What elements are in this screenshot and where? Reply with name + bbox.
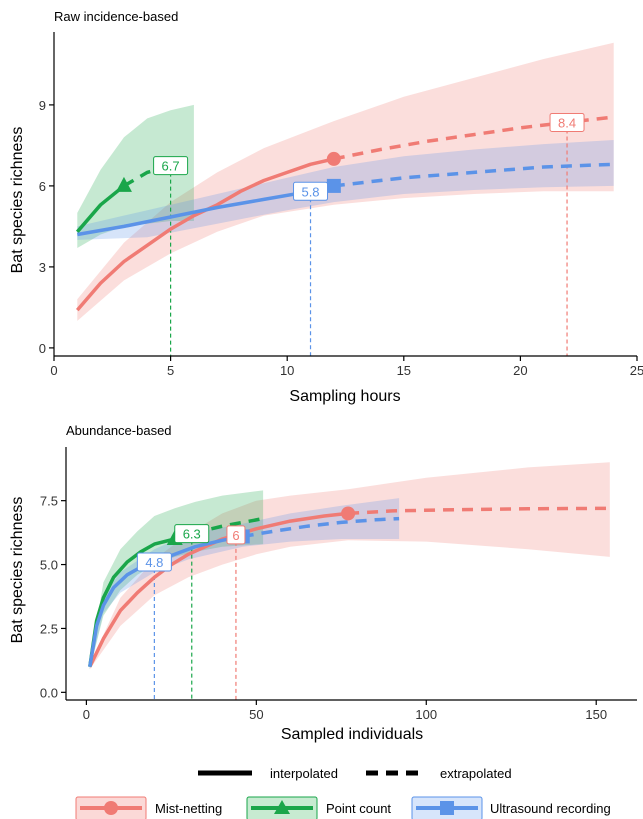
y-tick-label: 7.5 [40,494,58,509]
value-label-point-count: 6.3 [183,527,201,542]
x-axis-label: Sampled individuals [281,726,423,743]
observed-point-mist-netting [326,151,341,166]
y-tick-label: 2.5 [40,621,58,636]
y-tick-label: 0.0 [40,685,58,700]
observed-point-ultrasound-recording [326,178,341,193]
value-label-box-point-count [174,524,210,544]
y-axis-label: Bat species richness [9,127,26,274]
y-tick-label: 3 [39,260,46,275]
ci-band-point-count [89,490,264,670]
x-tick-label: 25 [630,363,643,378]
legend-label-point-count: Point count [326,801,391,816]
value-label-box-mist-netting [226,525,246,545]
observed-point-point-count [115,176,132,192]
legend-label-mist-netting: Mist-netting [155,801,222,816]
ci-band-point-count [77,104,194,249]
x-tick-label: 0 [83,707,90,722]
value-label-box-ultrasound-recording [136,552,172,572]
value-label-point-count: 6.7 [162,159,180,174]
ci-band-ultrasound-recording [77,140,614,240]
interpolated-line-point-count [75,184,126,233]
x-tick-label: 15 [397,363,411,378]
x-tick-label: 50 [249,707,263,722]
y-tick-label: 5.0 [40,558,58,573]
x-tick-label: 150 [585,707,607,722]
value-label-mist-netting: 8.4 [558,115,576,130]
ci-band-mist-netting [77,42,614,321]
x-tick-label: 100 [415,707,437,722]
value-label-ultrasound-recording: 4.8 [145,555,163,570]
value-label-box-point-count [153,156,189,176]
x-axis-label: Sampling hours [289,388,400,405]
legend-triangle-marker [274,800,290,814]
ci-band-mist-netting [89,462,610,670]
legend: interpolated extrapolated Mist-netting P… [75,766,611,819]
extrapolated-line-ultrasound-recording [333,162,614,188]
legend-square-marker [440,801,454,815]
y-axis-label: Bat species richness [9,497,26,644]
value-label-ultrasound-recording: 5.8 [301,184,319,199]
x-tick-label: 0 [50,363,57,378]
x-tick-label: 5 [167,363,174,378]
legend-interpolated-label: interpolated [270,766,338,781]
interpolated-line-mist-netting [88,511,349,668]
legend-circle-marker [104,801,118,815]
y-tick-label: 0 [39,341,46,356]
legend-extrapolated-label: extrapolated [440,766,512,781]
legend-label-ultrasound-recording: Ultrasound recording [490,801,611,816]
y-tick-label: 6 [39,179,46,194]
x-tick-label: 10 [280,363,294,378]
panel-title: Abundance-based [66,423,172,438]
extrapolated-line-mist-netting [348,506,610,516]
x-tick-label: 20 [513,363,527,378]
panel-raw-incidence: Raw incidence-based Sampling hours Bat s… [9,9,643,405]
value-label-box-mist-netting [549,112,585,132]
extrapolated-line-point-count [174,516,264,541]
extrapolated-line-ultrasound-recording [242,516,400,539]
value-label-box-ultrasound-recording [293,181,329,201]
observed-point-mist-netting [341,506,356,521]
y-tick-label: 9 [39,98,46,113]
panel-abundance: Abundance-based Sampled individuals Bat … [9,423,637,743]
panel-title: Raw incidence-based [54,9,178,24]
value-label-mist-netting: 6 [232,528,239,543]
